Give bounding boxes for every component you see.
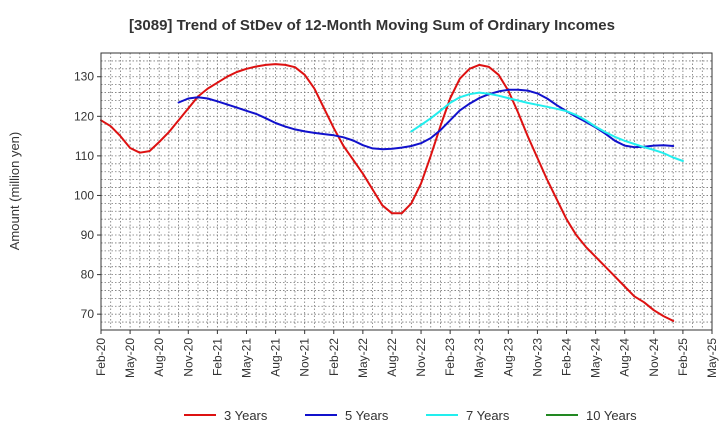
y-tick-label: 100 bbox=[74, 188, 94, 202]
x-tick-label: Nov-20 bbox=[181, 338, 195, 377]
x-tick-label: Feb-22 bbox=[327, 338, 341, 376]
x-tick-label: May-25 bbox=[705, 338, 719, 378]
series-line-5-years bbox=[177, 88, 675, 151]
x-tick-label: Feb-21 bbox=[210, 338, 224, 376]
plot-frame bbox=[100, 52, 713, 331]
legend-label: 3 Years bbox=[224, 408, 268, 423]
y-tick-label: 110 bbox=[75, 149, 94, 163]
x-tick-label: Aug-20 bbox=[152, 338, 166, 377]
axis-ticks: 70 80 90 100 110 120 130 Feb-20 May-20 Aug-20 Nov-… bbox=[74, 70, 719, 378]
legend-label: 7 Years bbox=[466, 408, 510, 423]
x-tick-label: Nov-22 bbox=[414, 338, 428, 377]
x-tick-label: Aug-21 bbox=[269, 338, 283, 377]
y-tick-label: 90 bbox=[81, 228, 95, 242]
chart-title: [3089] Trend of StDev of 12-Month Moving… bbox=[129, 17, 615, 34]
x-tick-label: May-23 bbox=[472, 338, 486, 378]
y-tick-label: 120 bbox=[74, 109, 94, 123]
x-tick-label: Nov-23 bbox=[530, 338, 544, 377]
x-tick-label: Aug-22 bbox=[385, 338, 399, 377]
x-tick-label: Nov-21 bbox=[298, 338, 312, 377]
series-lines bbox=[100, 63, 684, 322]
y-tick-label: 130 bbox=[74, 70, 94, 84]
legend: 3 Years 5 Years 7 Years 10 Years bbox=[184, 408, 637, 423]
x-tick-label: May-20 bbox=[123, 338, 137, 378]
y-tick-label: 80 bbox=[81, 268, 95, 282]
series-line-3-years bbox=[100, 63, 675, 322]
x-tick-label: Aug-23 bbox=[501, 338, 515, 377]
y-axis-label: Amount (million yen) bbox=[7, 132, 22, 251]
legend-label: 5 Years bbox=[345, 408, 389, 423]
x-tick-label: Feb-25 bbox=[676, 338, 690, 376]
x-tick-label: Feb-20 bbox=[94, 338, 108, 376]
legend-label: 10 Years bbox=[586, 408, 637, 423]
x-tick-label: May-24 bbox=[589, 338, 603, 378]
x-tick-label: Feb-24 bbox=[560, 338, 574, 376]
grid bbox=[101, 53, 712, 330]
series-line-7-years bbox=[410, 91, 684, 162]
x-tick-label: May-21 bbox=[239, 338, 253, 378]
y-tick-label: 70 bbox=[81, 307, 95, 321]
x-tick-label: Feb-23 bbox=[443, 338, 457, 376]
x-tick-label: Nov-24 bbox=[647, 338, 661, 377]
x-tick-label: Aug-24 bbox=[618, 338, 632, 377]
x-tick-label: May-22 bbox=[356, 338, 370, 378]
